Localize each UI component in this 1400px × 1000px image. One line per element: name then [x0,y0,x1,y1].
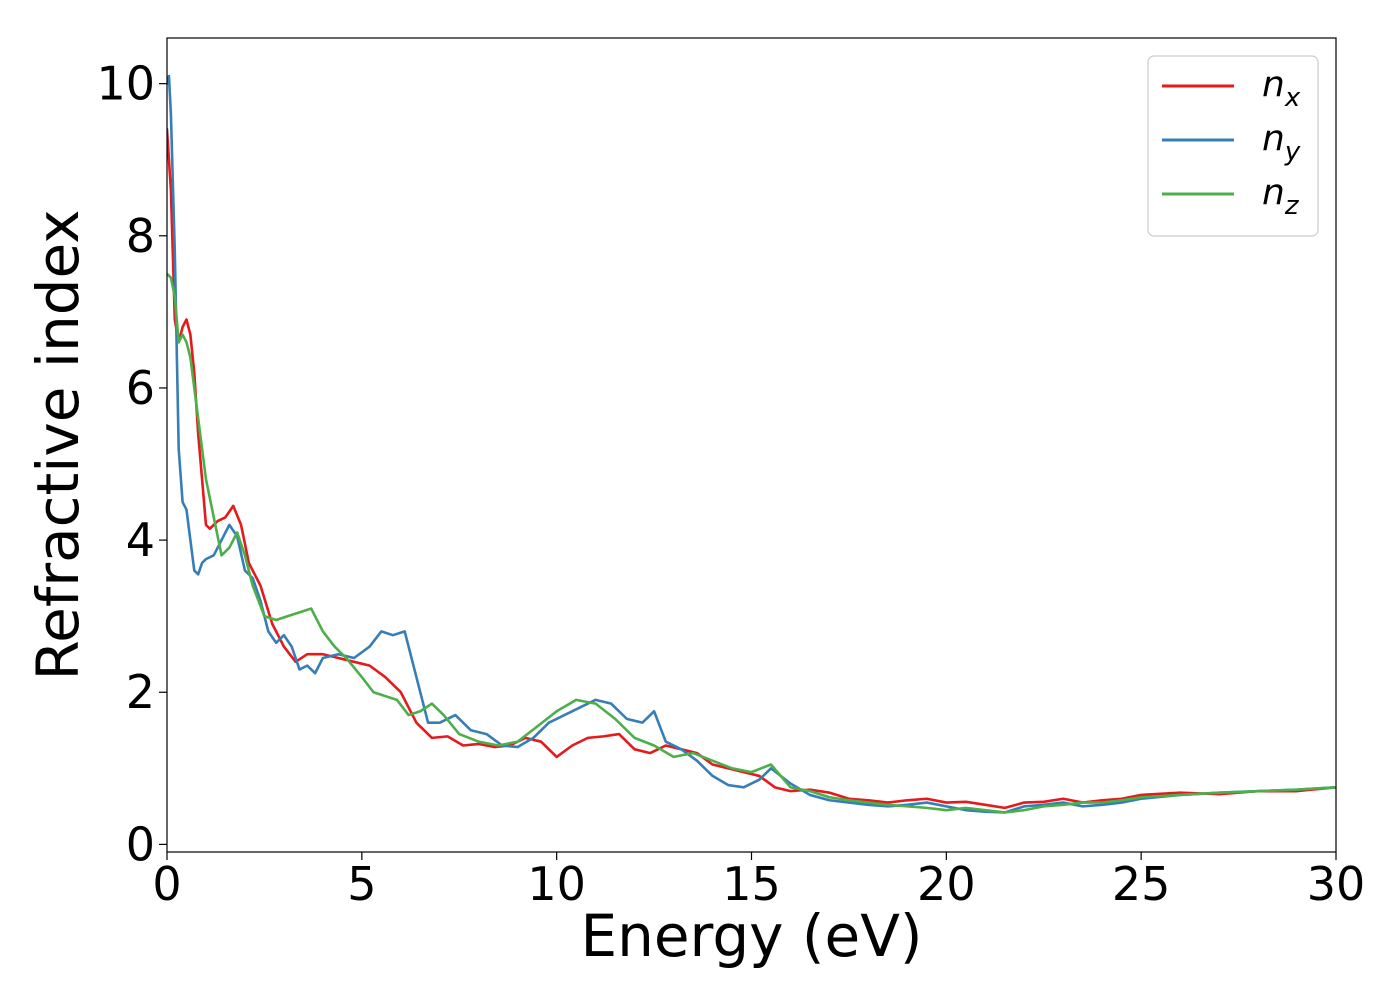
x-tick-label: 15 [722,857,781,911]
x-tick-label: 5 [347,857,376,911]
y-axis-ticks: 0 2 4 6 8 10 [96,57,167,871]
x-axis-ticks: 0 5 10 15 20 25 30 [152,852,1365,911]
y-tick-label: 8 [126,209,155,263]
series-layer [167,74,1336,814]
y-axis-label: Refractive index [24,209,92,680]
series-line-nz [167,272,1336,814]
series-line-nx [167,127,1336,810]
x-tick-label: 25 [1112,857,1171,911]
x-tick-label: 0 [152,857,181,911]
y-tick-label: 10 [96,57,155,111]
x-axis-label: Energy (eV) [580,902,922,970]
y-tick-label: 0 [126,817,155,871]
series-line-ny [167,74,1336,814]
x-tick-label: 30 [1307,857,1366,911]
x-tick-label: 20 [917,857,976,911]
y-tick-label: 4 [126,513,155,567]
y-tick-label: 2 [126,665,155,719]
legend-box [1147,55,1319,237]
x-tick-label: 10 [527,857,586,911]
y-tick-label: 6 [126,361,155,415]
